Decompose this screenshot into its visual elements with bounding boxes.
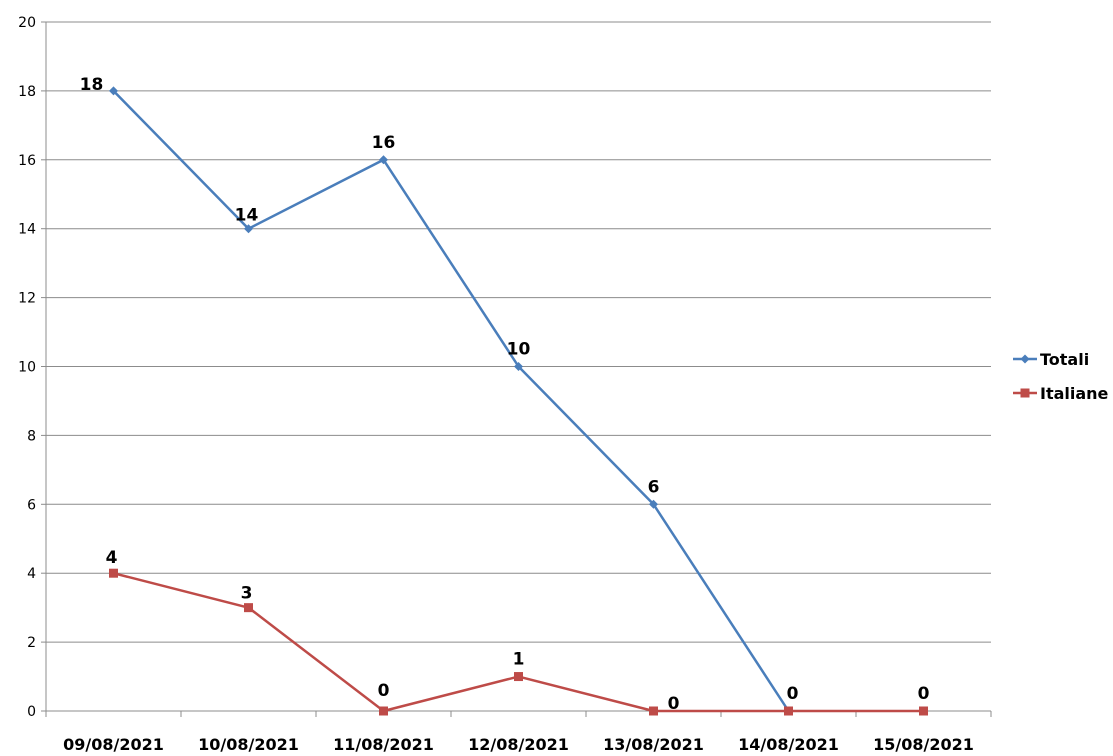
y-tick-label: 16 — [18, 153, 36, 169]
x-tick-label: 15/08/2021 — [873, 735, 974, 754]
y-tick-label: 18 — [18, 84, 36, 100]
y-tick-label: 10 — [18, 360, 36, 376]
x-tick-label: 10/08/2021 — [198, 735, 299, 754]
data-label: 18 — [80, 75, 104, 95]
x-tick-label: 09/08/2021 — [63, 735, 164, 754]
legend-label: Totali — [1040, 350, 1089, 369]
y-tick-label: 4 — [27, 566, 36, 582]
legend-label: Italiane — [1040, 384, 1109, 403]
x-tick-label: 12/08/2021 — [468, 735, 569, 754]
data-point-marker — [109, 86, 118, 96]
data-label: 0 — [668, 694, 680, 714]
data-label: 3 — [241, 584, 253, 604]
data-point-marker — [109, 568, 118, 578]
legend: Totali Italiane — [1013, 350, 1109, 403]
data-point-marker — [784, 706, 793, 716]
data-point-marker — [244, 224, 253, 234]
data-label: 1 — [513, 650, 525, 670]
y-axis-ticks: 0 2 4 6 8 10 12 14 16 18 20 — [18, 15, 46, 720]
data-point-marker — [649, 499, 658, 509]
legend-marker — [1020, 354, 1030, 364]
data-point-marker — [514, 672, 523, 682]
data-label: 0 — [378, 681, 390, 701]
data-label: 0 — [787, 684, 799, 704]
grid-lines — [46, 21, 991, 643]
y-tick-label: 6 — [27, 497, 36, 513]
data-label: 14 — [235, 206, 259, 226]
data-label: 6 — [648, 477, 660, 497]
x-tick-label: 11/08/2021 — [333, 735, 434, 754]
data-label: 4 — [106, 548, 118, 568]
data-point-marker — [649, 706, 658, 716]
data-point-marker — [514, 362, 523, 371]
y-tick-label: 14 — [18, 222, 36, 238]
y-tick-label: 2 — [27, 635, 36, 651]
y-tick-label: 8 — [27, 428, 36, 444]
y-tick-label: 0 — [27, 704, 36, 720]
x-tick-label: 14/08/2021 — [738, 735, 839, 754]
data-label: 16 — [372, 133, 396, 153]
data-label: 0 — [918, 684, 930, 704]
legend-marker — [1020, 388, 1030, 398]
y-tick-label: 20 — [18, 15, 36, 31]
data-point-marker — [379, 706, 388, 716]
y-tick-label: 12 — [18, 291, 36, 307]
data-point-marker — [919, 706, 928, 716]
data-point-marker — [244, 603, 253, 613]
data-label: 10 — [507, 340, 531, 360]
series-group — [109, 86, 928, 716]
x-axis-ticks: 09/08/2021 10/08/2021 11/08/2021 12/08/2021… — [45, 711, 992, 754]
x-tick-label: 13/08/2021 — [603, 735, 704, 754]
data-point-marker — [379, 155, 388, 165]
series-line-totali — [112, 90, 790, 712]
